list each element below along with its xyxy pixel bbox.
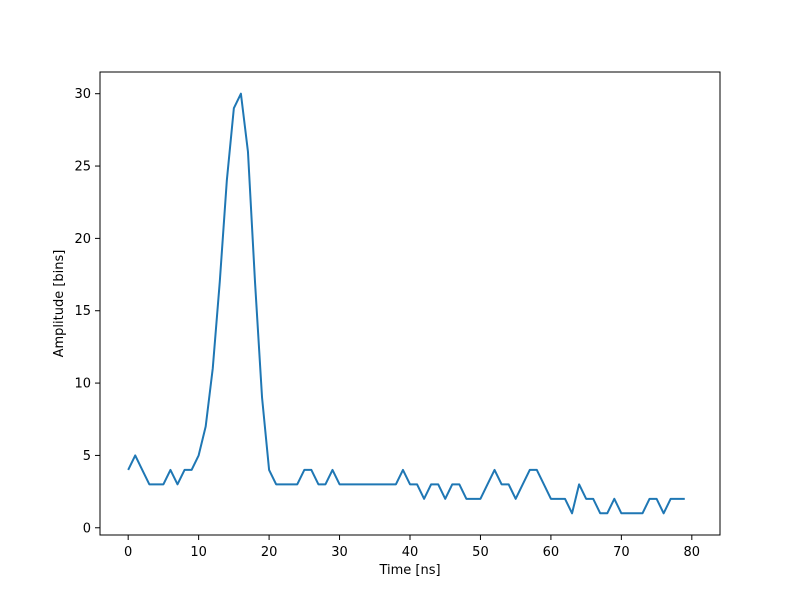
x-tick-label: 40: [402, 545, 419, 560]
plot-area: [127, 92, 685, 515]
x-tick-label: 30: [331, 545, 348, 560]
y-tick-label: 25: [74, 160, 91, 175]
series-line-0: [127, 92, 685, 515]
y-tick-label: 0: [83, 521, 91, 536]
x-axis-label: Time [ns]: [378, 563, 440, 578]
y-axis-ticks: 0 5 10 15 20 25 30: [74, 87, 100, 536]
x-tick-label: 60: [543, 545, 560, 560]
x-tick-label: 20: [261, 545, 278, 560]
y-tick-label: 10: [74, 377, 91, 392]
y-tick-label: 5: [83, 449, 91, 464]
x-tick-label: 10: [190, 545, 207, 560]
x-tick-label: 0: [124, 545, 132, 560]
x-tick-label: 50: [472, 545, 489, 560]
x-tick-label: 80: [684, 545, 701, 560]
y-axis-label: Amplitude [bins]: [52, 250, 67, 358]
x-axis-ticks: 0 10 20 30 40 50 60 70 80: [124, 535, 700, 560]
y-tick-label: 30: [74, 87, 91, 102]
y-tick-label: 20: [74, 232, 91, 247]
x-tick-label: 70: [613, 545, 630, 560]
y-tick-label: 15: [74, 304, 91, 319]
